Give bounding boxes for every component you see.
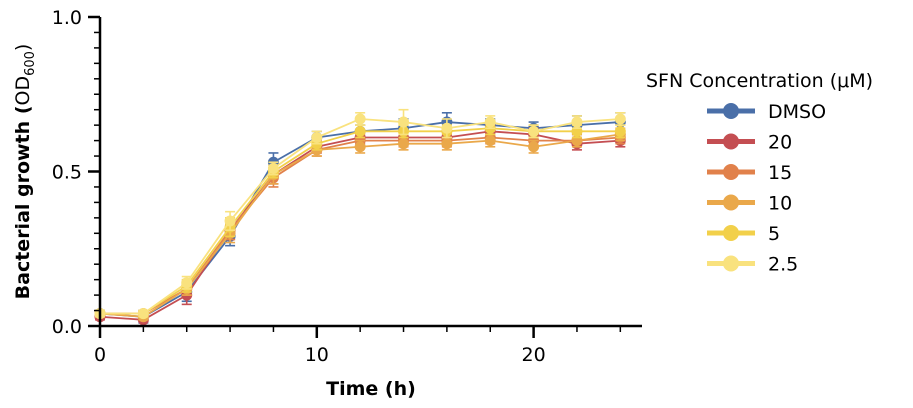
legend-swatch-marker	[723, 133, 739, 150]
legend-label: DMSO	[768, 101, 826, 123]
plot-area	[94, 108, 626, 327]
data-point	[484, 135, 496, 147]
legend-swatch-marker	[723, 103, 739, 119]
legend-label: 15	[768, 162, 792, 184]
data-point	[398, 138, 410, 150]
data-point	[528, 125, 540, 137]
legend-swatch-marker	[723, 194, 739, 211]
legend-title: SFN Concentration (μM)	[646, 70, 873, 92]
legend-item: DMSO	[707, 101, 826, 123]
y-axis-title-main: Bacterial growth (	[12, 105, 34, 299]
legend-item: 15	[707, 162, 792, 184]
legend-label: 5	[768, 223, 780, 245]
data-point	[137, 308, 149, 320]
data-point	[354, 125, 366, 137]
data-point	[224, 215, 236, 227]
x-axis-title: Time (h)	[326, 378, 416, 400]
data-point	[181, 277, 193, 289]
y-axis-title-close: )	[12, 44, 34, 51]
x-tick-label: 10	[305, 344, 329, 366]
data-point	[311, 132, 323, 144]
y-axis-title-od: OD	[12, 76, 34, 106]
series-line	[100, 127, 621, 315]
series-line	[100, 136, 621, 315]
data-point	[528, 141, 540, 153]
data-point	[571, 116, 583, 128]
data-point	[354, 113, 366, 125]
data-point	[398, 116, 410, 128]
legend-label: 20	[768, 132, 792, 154]
legend: SFN Concentration (μM) DMSO 20 15 10 5 2.5	[646, 70, 873, 276]
data-point	[267, 162, 279, 174]
y-tick-label: 1.0	[52, 7, 82, 29]
legend-label: 2.5	[768, 254, 798, 276]
y-tick-label: 0.0	[52, 316, 82, 338]
y-axis-title-subscript: 600	[23, 51, 38, 76]
data-point	[441, 138, 453, 150]
legend-swatch-marker	[723, 225, 739, 241]
data-point	[354, 141, 366, 153]
legend-item: 10	[707, 193, 792, 215]
data-point	[614, 125, 626, 137]
legend-item: 2.5	[707, 254, 798, 276]
legend-swatch-marker	[723, 255, 739, 272]
series-2-5	[94, 108, 626, 320]
x-tick-label: 20	[522, 344, 546, 366]
data-point	[484, 116, 496, 128]
legend-item: 20	[707, 132, 792, 154]
y-tick-label: 0.5	[52, 162, 82, 184]
axes: 0.0 0.5 1.0 0 10 20	[52, 7, 642, 366]
legend-label: 10	[768, 193, 792, 215]
x-tick-label: 0	[94, 344, 106, 366]
y-axis-title: Bacterial growth (OD600)	[12, 44, 38, 300]
data-point	[441, 122, 453, 134]
legend-item: 5	[707, 223, 780, 245]
legend-swatch-marker	[723, 164, 739, 180]
data-point	[614, 113, 626, 125]
